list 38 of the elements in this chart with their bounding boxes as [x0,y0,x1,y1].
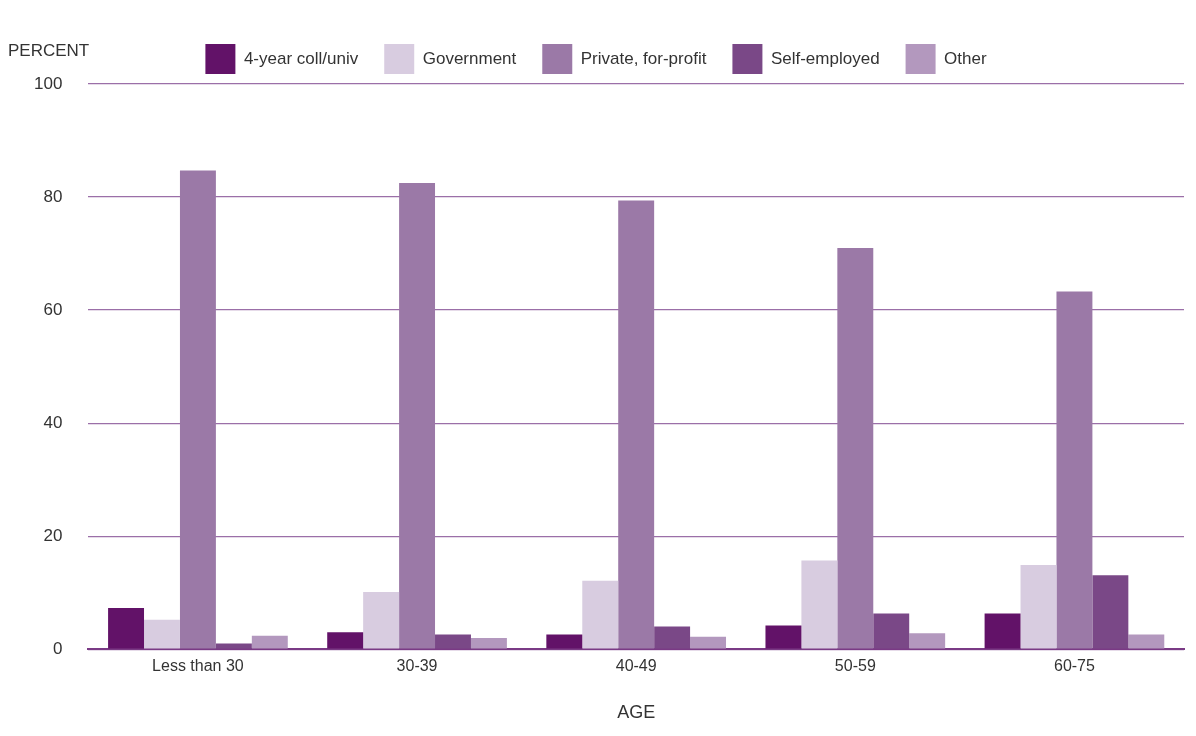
y-tick-label: 80 [43,186,63,206]
y-tick-label: 0 [52,638,63,658]
bar [435,634,471,649]
x-tick-label: 30-39 [396,657,438,675]
y-tick-label: 60 [43,299,63,319]
bar [363,592,400,649]
bar [144,619,180,649]
x-tick-label: 50-59 [834,657,876,675]
bar [909,633,946,649]
x-tick-label: 40-49 [615,657,657,675]
bar [1092,575,1129,649]
bar [765,625,802,649]
bar [984,613,1021,649]
bar [251,635,288,649]
bar [470,637,507,649]
legend-label: Private, for-profit [580,48,707,68]
bar [582,580,619,649]
legend-label: 4-year coll/univ [243,48,359,68]
legend-label: Other [944,48,987,68]
legend-label: Government [422,48,517,68]
y-tick-label: 40 [43,412,63,432]
bar [654,626,691,649]
bar [1020,564,1057,649]
bar [546,634,583,649]
x-tick-label: Less than 30 [152,657,244,675]
legend-label: Self-employed [770,48,880,68]
bar [873,613,910,649]
bar [327,632,364,649]
x-axis-title: AGE [617,702,656,723]
bar [690,636,727,649]
bar [1128,634,1165,649]
y-axis-title: PERCENT [8,41,90,61]
bar [801,560,838,649]
y-tick-label: 100 [33,73,63,93]
y-tick-label: 20 [43,525,63,545]
bar [215,643,252,649]
x-tick-label: 60-75 [1053,657,1095,675]
bar [108,607,145,649]
